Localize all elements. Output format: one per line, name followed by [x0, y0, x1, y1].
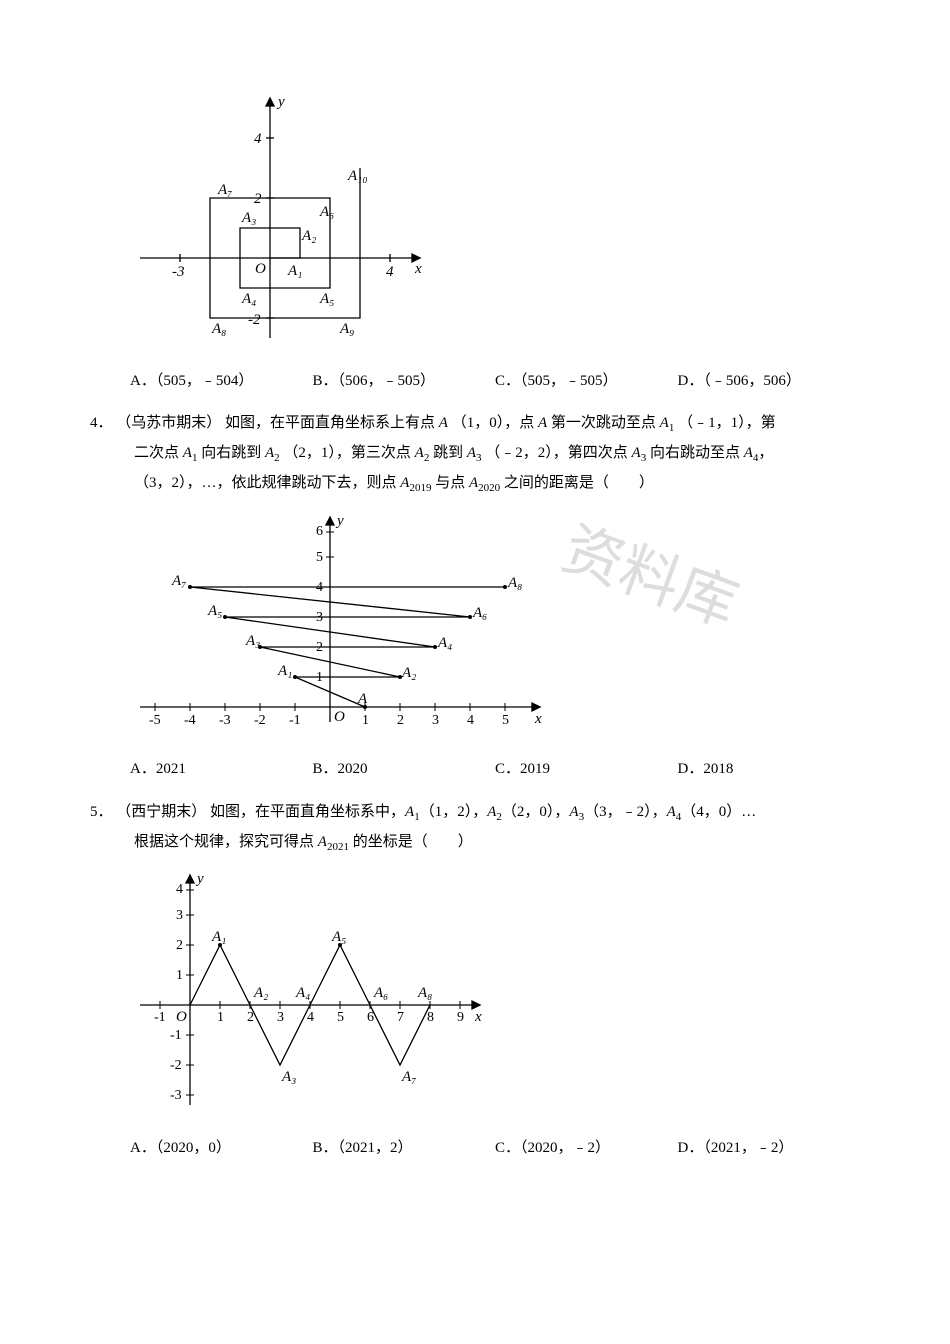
q4: 4． （乌苏市期末） 如图，在平面直角坐标系上有点 A （1，0），点 A 第一…	[90, 409, 860, 499]
svg-text:1: 1	[316, 670, 323, 685]
svg-text:1: 1	[176, 968, 183, 983]
svg-text:A₈: A₈	[211, 321, 226, 337]
svg-text:A₇: A₇	[401, 1069, 416, 1085]
svg-text:3: 3	[316, 610, 323, 625]
svg-text:2: 2	[176, 938, 183, 953]
svg-text:A: A	[357, 691, 368, 707]
svg-text:A₂: A₂	[301, 228, 316, 244]
svg-text:5: 5	[502, 713, 509, 728]
svg-text:-2: -2	[170, 1058, 182, 1073]
svg-text:A₂: A₂	[253, 985, 268, 1001]
svg-text:1: 1	[362, 713, 369, 728]
q3-figure: x y O -3 4 2 4 -2 A₁ A₂ A₃ A₄ A₅ A₆ A₇ A…	[130, 88, 860, 359]
q4-figure: -5-4-3-2-1 12345 123456 x y O A A₁A₂ A₃A…	[130, 507, 860, 748]
svg-text:2: 2	[247, 1010, 254, 1025]
svg-text:3: 3	[176, 908, 183, 923]
svg-text:-4: -4	[184, 713, 196, 728]
svg-text:A₃: A₃	[281, 1069, 296, 1085]
svg-text:2: 2	[316, 640, 323, 655]
q4-options: A．2021 B．2020 C．2019 D．2018	[130, 755, 860, 784]
q4-opt-d: D．2018	[678, 755, 861, 784]
svg-text:6: 6	[367, 1010, 374, 1025]
svg-text:y: y	[195, 871, 204, 887]
svg-text:-1: -1	[289, 713, 301, 728]
svg-text:7: 7	[397, 1010, 404, 1025]
svg-text:-2: -2	[254, 713, 266, 728]
svg-text:A₁: A₁	[211, 929, 226, 945]
svg-text:A₂: A₂	[401, 665, 416, 681]
svg-text:A₇: A₇	[171, 573, 186, 589]
svg-text:4: 4	[386, 264, 394, 280]
svg-text:9: 9	[457, 1010, 464, 1025]
svg-text:y: y	[335, 513, 344, 529]
svg-text:A₆: A₆	[319, 204, 334, 220]
svg-text:O: O	[176, 1009, 187, 1025]
svg-text:4: 4	[176, 882, 183, 897]
svg-text:3: 3	[277, 1010, 284, 1025]
svg-text:3: 3	[432, 713, 439, 728]
svg-text:1: 1	[217, 1010, 224, 1025]
q4-opt-a: A．2021	[130, 755, 313, 784]
q3-opt-d: D．（﹣506，506）	[678, 367, 861, 396]
svg-text:A₆: A₆	[472, 605, 487, 621]
svg-text:4: 4	[316, 580, 323, 595]
svg-text:A₄: A₄	[437, 635, 452, 651]
svg-text:6: 6	[316, 524, 323, 539]
svg-text:-3: -3	[172, 264, 185, 280]
q5-opt-b: B．（2021，2）	[313, 1134, 496, 1163]
svg-text:A₄: A₄	[241, 291, 256, 307]
q5-options: A．（2020，0） B．（2021，2） C．（2020，﹣2） D．（202…	[130, 1134, 860, 1163]
svg-text:4: 4	[467, 713, 474, 728]
svg-text:A₉: A₉	[339, 321, 354, 337]
svg-text:A₇: A₇	[217, 182, 232, 198]
svg-text:A₄: A₄	[295, 985, 310, 1001]
svg-text:-2: -2	[248, 312, 261, 328]
svg-text:A₁₀: A₁₀	[347, 168, 368, 184]
svg-text:2: 2	[254, 191, 262, 207]
svg-text:x: x	[534, 711, 542, 727]
svg-text:x: x	[414, 261, 422, 277]
svg-text:4: 4	[307, 1010, 314, 1025]
svg-text:x: x	[474, 1009, 482, 1025]
svg-text:y: y	[276, 94, 285, 110]
q5-source: （西宁期末）	[116, 804, 206, 820]
svg-text:-1: -1	[170, 1028, 182, 1043]
q3-options: A．（505，﹣504） B．（506，﹣505） C．（505，﹣505） D…	[130, 367, 860, 396]
svg-text:4: 4	[254, 131, 262, 147]
svg-text:5: 5	[337, 1010, 344, 1025]
q4-opt-c: C．2019	[495, 755, 678, 784]
svg-text:-3: -3	[219, 713, 231, 728]
svg-text:8: 8	[427, 1010, 434, 1025]
svg-text:2: 2	[397, 713, 404, 728]
svg-text:O: O	[334, 709, 345, 725]
q4-opt-b: B．2020	[313, 755, 496, 784]
svg-text:5: 5	[316, 550, 323, 565]
svg-text:A₁: A₁	[287, 263, 302, 279]
svg-text:A₅: A₅	[207, 603, 222, 619]
svg-text:A₆: A₆	[373, 985, 388, 1001]
svg-text:O: O	[255, 261, 266, 277]
q3-opt-b: B．（506，﹣505）	[313, 367, 496, 396]
svg-text:A₅: A₅	[331, 929, 346, 945]
q3-opt-c: C．（505，﹣505）	[495, 367, 678, 396]
q4-source: （乌苏市期末）	[116, 415, 221, 431]
svg-text:A₈: A₈	[417, 985, 432, 1001]
q5-opt-d: D．（2021，﹣2）	[678, 1134, 861, 1163]
q4-number: 4．	[90, 409, 113, 438]
svg-text:A₅: A₅	[319, 291, 334, 307]
q5-opt-c: C．（2020，﹣2）	[495, 1134, 678, 1163]
svg-text:A₁: A₁	[277, 663, 292, 679]
svg-text:-1: -1	[154, 1010, 166, 1025]
q5-figure: -1 123456789 1234 -1-2-3 x y O A₁ A₂ A₃ …	[130, 865, 860, 1126]
q5: 5． （西宁期末） 如图，在平面直角坐标系中，A1（1，2），A2（2，0），A…	[90, 798, 860, 858]
q5-number: 5．	[90, 798, 113, 827]
q5-opt-a: A．（2020，0）	[130, 1134, 313, 1163]
q3-opt-a: A．（505，﹣504）	[130, 367, 313, 396]
svg-text:-5: -5	[149, 713, 161, 728]
svg-text:A₈: A₈	[507, 575, 522, 591]
svg-text:-3: -3	[170, 1088, 182, 1103]
svg-text:A₃: A₃	[241, 210, 256, 226]
